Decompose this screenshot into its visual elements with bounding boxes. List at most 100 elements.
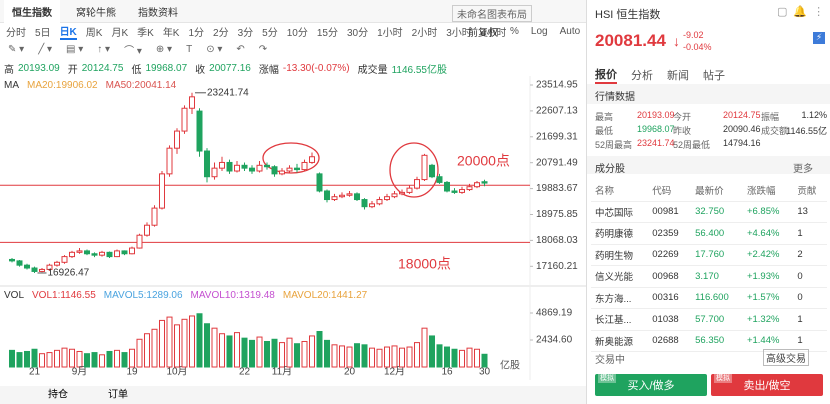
stat: 1.12% [801, 110, 827, 120]
low-label: 16926.47 [48, 268, 90, 279]
stat: 20193.09 [637, 110, 675, 120]
tab[interactable]: 恒生指数 [4, 0, 60, 23]
adjust[interactable]: 前复权 [468, 27, 498, 39]
quote-tab[interactable]: 报价 [595, 66, 617, 84]
cell: 1 [793, 308, 827, 331]
period[interactable]: 10分 [286, 27, 308, 39]
period[interactable]: 3小时 [446, 27, 472, 39]
row[interactable]: 药明生物 02269 17.760 +2.42% 2 [591, 244, 827, 266]
tool-icon[interactable]: ↷ [258, 43, 268, 55]
tool[interactable]: Log [530, 25, 548, 37]
tool-icon[interactable]: ▤ ▾ [66, 43, 84, 55]
row[interactable]: 新奥能源 02688 56.350 +1.44% 1 [591, 330, 827, 352]
info: 20124.75 [81, 63, 124, 74]
candle-body [256, 164, 263, 172]
row[interactable]: 中芯国际 00981 32.750 +6.85% 13 [591, 201, 827, 223]
section-bg [587, 84, 830, 104]
period[interactable]: 4小时 [480, 27, 507, 39]
period[interactable]: 15分 [316, 27, 338, 39]
tool-icon[interactable]: ↑ ▾ [97, 43, 111, 55]
period[interactable]: 5分 [262, 27, 278, 39]
volume-bar [429, 335, 435, 368]
candle-body [106, 251, 113, 258]
x-tick-label: 11月 [272, 366, 292, 378]
header-row: 名称 代码 最新价 涨跌幅 贡献 [591, 180, 827, 202]
vol-row: VOL VOL1:1146.55 MAVOL5:1289.06 MAVOL10:131… [0, 290, 367, 301]
bottom-tab[interactable]: 持仓 [48, 388, 68, 401]
period[interactable]: 3分 [237, 27, 254, 39]
row[interactable]: 东方海... 00316 116.600 +1.57% 0 [591, 287, 827, 309]
volume-bar [166, 316, 173, 368]
tool-icon[interactable]: ⊕ ▾ [155, 43, 173, 55]
layout-name[interactable]: 未命名图表布局 [452, 5, 532, 22]
tool[interactable]: % [510, 25, 519, 37]
period[interactable]: 5日 [35, 27, 51, 39]
tab[interactable]: 指数资料 [138, 7, 178, 19]
ma: MA20:19906.02 [27, 80, 98, 91]
tab[interactable]: 窝轮牛熊 [76, 7, 116, 19]
candle-body [159, 173, 165, 209]
period[interactable]: 1分 [188, 27, 205, 39]
chart-bg [0, 0, 586, 404]
cell: 56.400 [691, 222, 743, 245]
tool-icon[interactable]: ╱ ▾ [38, 43, 53, 55]
volume-bar [54, 349, 60, 368]
volume-bar [451, 348, 458, 368]
period[interactable]: 周K [85, 27, 103, 39]
period[interactable]: 2分 [213, 27, 229, 39]
row[interactable]: 信义光能 00968 3.170 +1.93% 0 [591, 265, 827, 288]
candle-body [324, 190, 330, 201]
vol-tick-label: 4869.19 [536, 308, 573, 319]
tool[interactable]: Auto [559, 25, 581, 37]
stat: 52周最高 [595, 140, 633, 150]
period[interactable]: 季K [137, 27, 154, 39]
volume-bar [256, 336, 263, 368]
tool-icon[interactable]: ⊙ ▾ [206, 43, 223, 55]
period[interactable]: 分时 [6, 27, 26, 39]
buy-button[interactable]: 模拟 买入/做多 [595, 373, 707, 396]
advanced[interactable]: 高级交易 [763, 349, 809, 366]
y-tick-label: 22607.13 [536, 106, 578, 117]
row[interactable]: 长江基... 01038 57.700 +1.32% 1 [591, 308, 827, 331]
period[interactable]: 日K [59, 23, 77, 40]
tool-icon[interactable]: ✎ ▾ [8, 43, 25, 55]
stat: 19968.07 [637, 124, 675, 134]
tool-icon[interactable]: ⌒ ▾ [124, 45, 142, 57]
row[interactable]: 药明康德 02359 56.400 +4.64% 1 [591, 222, 827, 245]
candle-body [369, 203, 375, 208]
period[interactable]: 2小时 [411, 27, 438, 39]
stat: 成交额 [761, 126, 789, 136]
cell: 药明康德 [591, 222, 649, 245]
volume-bar [286, 337, 293, 368]
volume-bar [144, 333, 150, 368]
candle-body [361, 199, 368, 208]
period[interactable]: 月K [111, 27, 129, 39]
volume-bar [421, 327, 428, 368]
candle-body [384, 196, 390, 201]
badge[interactable]: ⚡ [813, 32, 825, 44]
info: 20077.16 [209, 63, 251, 74]
cell: 2 [793, 244, 827, 266]
highlight-ellipse [389, 142, 439, 198]
cell: 32.750 [691, 201, 743, 223]
volume-bar [241, 337, 248, 368]
quote-tab[interactable]: 帖子 [703, 70, 725, 82]
more[interactable]: 更多 [793, 164, 813, 175]
period[interactable]: 1小时 [377, 27, 403, 39]
info: 20193.09 [18, 63, 60, 74]
cell: +1.93% [742, 265, 794, 288]
tool-icon[interactable]: ↶ [236, 43, 245, 55]
candle-body [331, 196, 338, 201]
icons[interactable]: ▢🔔⋮ [777, 6, 830, 18]
bottom-tab[interactable]: 订单 [108, 389, 128, 401]
quote-tab[interactable]: 新闻 [667, 70, 689, 82]
candle-body [451, 190, 458, 193]
info: -13.30(-0.07%) [282, 63, 350, 74]
sell-button[interactable]: 模拟 卖出/做空 [711, 373, 823, 396]
cell: 02359 [648, 222, 692, 245]
period[interactable]: 年K [162, 27, 180, 39]
tool-icon[interactable]: T [186, 43, 193, 55]
period[interactable]: 30分 [346, 27, 369, 39]
candle-body [429, 164, 435, 178]
quote-tab[interactable]: 分析 [631, 70, 653, 82]
